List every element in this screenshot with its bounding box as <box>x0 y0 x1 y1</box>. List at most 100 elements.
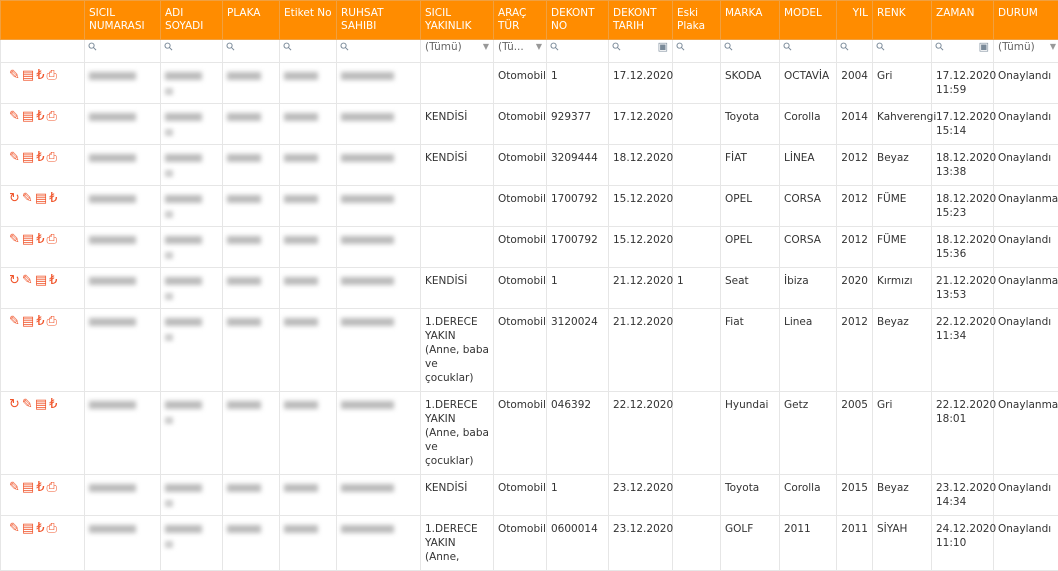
cell-yil: 2005 <box>837 392 873 475</box>
search-filter[interactable]: ⚲ <box>673 40 721 63</box>
column-header[interactable]: MODEL <box>780 1 837 40</box>
search-filter[interactable]: ⚲ <box>547 40 609 63</box>
cell-yil: 2004 <box>837 63 873 104</box>
cell-renk: Beyaz <box>873 145 932 186</box>
column-header[interactable]: DEKONT NO <box>547 1 609 40</box>
column-header[interactable]: Eski Plaka <box>673 1 721 40</box>
lira-icon[interactable]: ₺ <box>36 480 46 495</box>
search-filter[interactable]: ⚲ <box>85 40 161 63</box>
refresh-icon[interactable]: ↻ <box>9 397 22 412</box>
lira-icon[interactable]: ₺ <box>49 191 59 206</box>
edit-icon[interactable]: ✎ <box>9 150 22 165</box>
redacted-cell <box>223 516 280 571</box>
search-filter[interactable]: ⚲ <box>223 40 280 63</box>
redacted-cell <box>85 516 161 571</box>
edit-icon[interactable]: ✎ <box>9 232 22 247</box>
cell-model: CORSA <box>780 186 837 227</box>
lira-icon[interactable]: ₺ <box>36 150 46 165</box>
lira-icon[interactable]: ₺ <box>36 521 46 536</box>
refresh-icon[interactable]: ↻ <box>9 273 22 288</box>
edit-icon[interactable]: ✎ <box>22 191 35 206</box>
column-header[interactable]: PLAKA <box>223 1 280 40</box>
print-icon[interactable]: ⎙ <box>46 109 58 124</box>
images-icon[interactable]: ▤ <box>35 191 49 206</box>
images-icon[interactable]: ▤ <box>22 109 36 124</box>
search-filter[interactable]: ⚲ <box>873 40 932 63</box>
images-icon[interactable]: ▤ <box>22 150 36 165</box>
lira-icon[interactable]: ₺ <box>49 273 59 288</box>
edit-icon[interactable]: ✎ <box>9 68 22 83</box>
table-row[interactable]: ↻✎▤₺ 1.DERECE YAKIN (Anne, baba ve çocukl… <box>1 392 1058 475</box>
lira-icon[interactable]: ₺ <box>36 68 46 83</box>
search-filter[interactable]: ⚲ <box>337 40 421 63</box>
print-icon[interactable]: ⎙ <box>46 521 58 536</box>
date-filter[interactable]: ⚲▣ <box>609 40 673 63</box>
column-header[interactable]: RUHSAT SAHIBI <box>337 1 421 40</box>
images-icon[interactable]: ▤ <box>22 232 36 247</box>
cell-model: Getz <box>780 392 837 475</box>
cell-zaman: 18.12.2020 15:36 <box>932 227 994 268</box>
cell-renk: Kahverengi <box>873 104 932 145</box>
table-row[interactable]: ✎▤₺⎙1.DERECE YAKIN (Anne, baba ve çocukl… <box>1 309 1058 392</box>
redacted-cell <box>161 268 223 309</box>
column-header[interactable]: DURUM <box>994 1 1058 40</box>
dropdown-filter-arac[interactable]: (Tü...▼ <box>494 40 547 63</box>
column-header[interactable]: ADI SOYADI <box>161 1 223 40</box>
print-icon[interactable]: ⎙ <box>46 68 58 83</box>
calendar-icon[interactable]: ▣ <box>979 40 989 54</box>
images-icon[interactable]: ▤ <box>22 480 36 495</box>
search-filter[interactable]: ⚲ <box>161 40 223 63</box>
column-header[interactable]: YIL <box>837 1 873 40</box>
print-icon[interactable]: ⎙ <box>46 150 58 165</box>
redacted-cell <box>337 516 421 571</box>
calendar-icon[interactable]: ▣ <box>658 40 668 54</box>
column-header[interactable]: SICIL YAKINLIK <box>421 1 494 40</box>
lira-icon[interactable]: ₺ <box>36 314 46 329</box>
edit-icon[interactable]: ✎ <box>22 273 35 288</box>
column-header[interactable]: MARKA <box>721 1 780 40</box>
lira-icon[interactable]: ₺ <box>36 109 46 124</box>
lira-icon[interactable]: ₺ <box>49 397 59 412</box>
dropdown-filter-yakinlik[interactable]: (Tümü)▼ <box>421 40 494 63</box>
refresh-icon[interactable]: ↻ <box>9 191 22 206</box>
cell-model: Corolla <box>780 104 837 145</box>
search-filter[interactable]: ⚲ <box>837 40 873 63</box>
column-header[interactable]: DEKONT TARIH <box>609 1 673 40</box>
lira-icon[interactable]: ₺ <box>36 232 46 247</box>
column-header[interactable]: ARAÇ TÜR <box>494 1 547 40</box>
column-header[interactable] <box>1 1 85 40</box>
images-icon[interactable]: ▤ <box>35 273 49 288</box>
column-header[interactable]: RENK <box>873 1 932 40</box>
search-filter[interactable]: ⚲ <box>280 40 337 63</box>
search-filter[interactable]: ⚲ <box>721 40 780 63</box>
images-icon[interactable]: ▤ <box>22 314 36 329</box>
date-filter[interactable]: ⚲▣ <box>932 40 994 63</box>
dropdown-filter-durum[interactable]: (Tümü)▼ <box>994 40 1058 63</box>
edit-icon[interactable]: ✎ <box>9 521 22 536</box>
cell-yakinlik: 1.DERECE YAKIN (Anne, baba ve çocuklar) <box>421 392 494 475</box>
edit-icon[interactable]: ✎ <box>9 109 22 124</box>
edit-icon[interactable]: ✎ <box>22 397 35 412</box>
images-icon[interactable]: ▤ <box>35 397 49 412</box>
images-icon[interactable]: ▤ <box>22 521 36 536</box>
print-icon[interactable]: ⎙ <box>46 314 58 329</box>
filter-spacer <box>1 40 85 63</box>
print-icon[interactable]: ⎙ <box>46 232 58 247</box>
column-header[interactable]: Etiket No <box>280 1 337 40</box>
cell-marka: SKODA <box>721 63 780 104</box>
column-header[interactable]: SICIL NUMARASI <box>85 1 161 40</box>
edit-icon[interactable]: ✎ <box>9 314 22 329</box>
print-icon[interactable]: ⎙ <box>46 480 58 495</box>
images-icon[interactable]: ▤ <box>22 68 36 83</box>
column-header[interactable]: ZAMAN <box>932 1 994 40</box>
search-filter[interactable]: ⚲ <box>780 40 837 63</box>
edit-icon[interactable]: ✎ <box>9 480 22 495</box>
